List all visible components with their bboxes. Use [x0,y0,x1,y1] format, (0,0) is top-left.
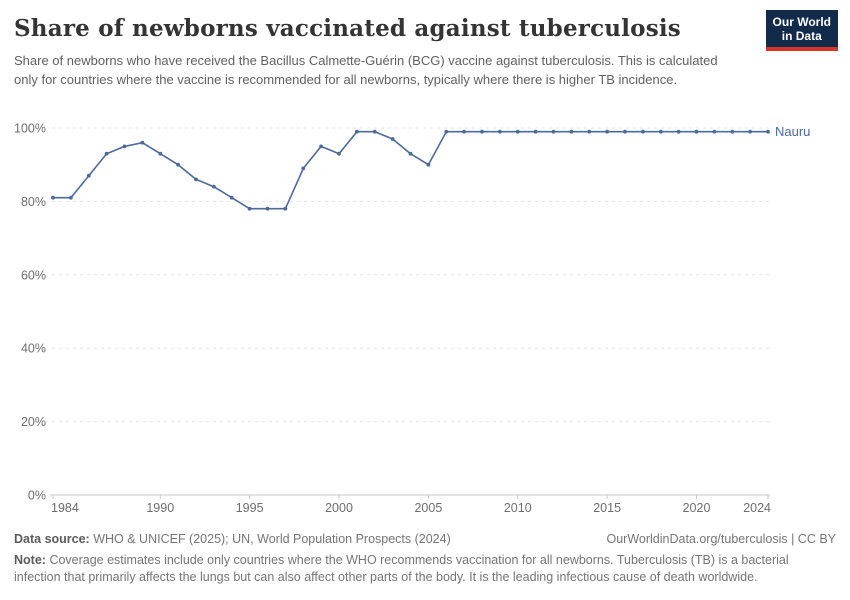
data-point [390,137,395,141]
data-point [51,195,55,200]
data-point [623,129,627,134]
x-tick-label: 1990 [146,501,174,515]
x-tick-label: 2010 [504,501,532,515]
x-tick-label: 2015 [593,501,621,515]
chart-footer: Data source: WHO & UNICEF (2025); UN, Wo… [14,531,836,586]
x-tick-label: 2000 [325,501,353,515]
data-point [641,129,645,134]
chart-note: Note: Coverage estimates include only co… [14,552,836,586]
data-source: Data source: WHO & UNICEF (2025); UN, Wo… [14,531,451,548]
chart-note-label: Note: [14,553,46,567]
data-point [301,166,306,171]
data-point [265,206,270,211]
y-tick-label: 60% [21,268,46,282]
data-point [122,144,127,149]
data-point [462,129,466,134]
chart-header: Share of newborns vaccinated against tub… [0,0,850,89]
chart-container: 0% 20% 40% 60% 80% 100% 1984 1990 1995 2000 2005 20… [0,112,850,529]
data-point [426,162,431,167]
x-tick-label: 2020 [683,501,711,515]
series-label: Nauru [775,124,810,139]
data-point [605,129,609,134]
y-tick-label: 20% [21,415,46,429]
data-point [69,195,73,200]
data-point [444,129,449,134]
x-tick-label: 2005 [414,501,442,515]
chart-note-text: Coverage estimates include only countrie… [14,553,789,584]
data-point [498,129,502,134]
data-point [515,129,520,134]
attribution-link[interactable]: OurWorldinData.org/tuberculosis | CC BY [606,532,837,546]
data-point [694,129,699,134]
data-point [712,129,717,134]
data-point [658,129,663,134]
data-point [319,144,323,149]
data-point [551,129,556,134]
data-point [480,129,484,134]
data-point [104,151,109,156]
data-point [158,151,163,156]
trend-line [53,130,768,210]
data-point [247,206,252,211]
data-source-text: WHO & UNICEF (2025); UN, World Populatio… [93,532,451,546]
owid-logo-line2: in Data [781,29,822,43]
data-point [355,129,359,134]
x-tick-label: 1984 [51,501,79,515]
data-point [748,129,752,134]
data-point [408,151,413,156]
x-tick-label: 2024 [743,501,771,515]
data-point [194,177,198,182]
y-tick-label: 100% [14,122,46,136]
data-source-label: Data source: [14,532,90,546]
data-point [283,206,288,211]
data-point [140,140,145,145]
data-point [766,129,770,134]
owid-logo-line1: Our World [772,15,831,29]
chart-canvas: 0% 20% 40% 60% 80% 100% 1984 1990 1995 2000 2005 20… [14,122,810,516]
x-tick-label: 1995 [236,501,264,515]
data-point [372,129,377,134]
owid-logo: Our World in Data [765,10,838,51]
data-point [212,184,216,189]
data-point [176,162,181,167]
chart-subtitle: Share of newborns who have received the … [14,53,718,87]
y-tick-label: 0% [28,489,46,503]
data-point [730,129,735,134]
page-title: Share of newborns vaccinated against tub… [14,15,681,42]
data-point [569,129,574,134]
data-point [676,129,681,134]
data-point [533,129,538,134]
data-point [337,151,341,156]
data-point [86,173,91,178]
y-tick-label: 80% [21,195,46,209]
data-point [587,129,592,134]
data-point [229,195,234,200]
y-tick-label: 40% [21,342,46,356]
